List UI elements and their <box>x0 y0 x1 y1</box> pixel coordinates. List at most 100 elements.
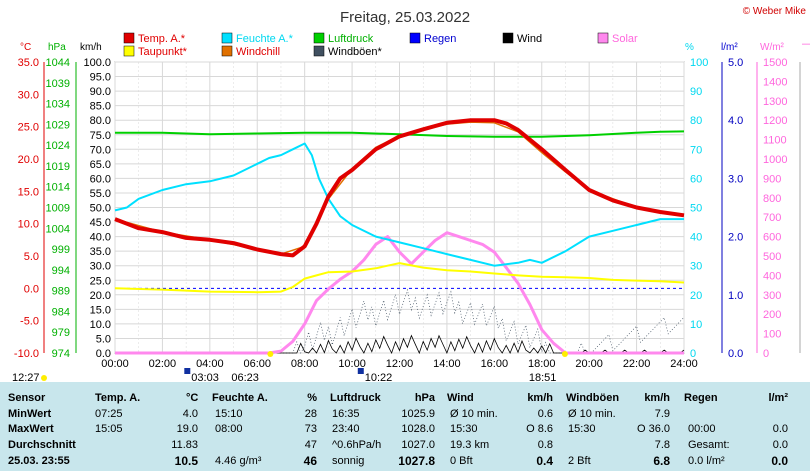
solar-tick-label: 200 <box>763 309 781 321</box>
row-label: MinWert <box>8 408 52 420</box>
temp-time: 07:25 <box>95 408 123 420</box>
hpa-tick-label: 974 <box>52 348 70 360</box>
humidity-line <box>114 142 684 267</box>
solar-tick-label: 400 <box>763 270 781 282</box>
rain-value: 0.0 <box>771 454 788 468</box>
x-tick-label: 22:00 <box>623 358 651 370</box>
wind-value: 0.4 <box>536 454 553 468</box>
hpa-tick-label: 1004 <box>46 223 70 235</box>
kmh-tick-label: 85.0 <box>90 101 111 113</box>
solar-tick-label: 1000 <box>763 154 787 166</box>
pct-tick-label: 100 <box>690 57 708 69</box>
hum-value: 47 <box>304 439 317 451</box>
wind-value: O 8.6 <box>526 423 553 435</box>
header-hum-unit-hdr: % <box>307 392 317 404</box>
temp-value: 10.5 <box>174 454 198 468</box>
header-rain-hdr: Regen <box>684 392 718 404</box>
x-tick-label: 10:00 <box>338 358 366 370</box>
solar-tick-label: 1300 <box>763 96 787 108</box>
kmh-tick-label: 60.0 <box>90 173 111 185</box>
hpa-tick-label: 1039 <box>46 78 70 90</box>
kmh-tick-label: 15.0 <box>90 304 111 316</box>
x-tick-label: 14:00 <box>433 358 461 370</box>
press-value: 1027.8 <box>398 454 435 468</box>
pct-tick-label: 0 <box>690 348 696 360</box>
solar-tick-label: 600 <box>763 232 781 244</box>
wind-value: 0.8 <box>537 439 553 451</box>
temp-tick-label: 10.0 <box>18 219 39 231</box>
gust-label: 15:30 <box>568 423 596 435</box>
wind-label: 19.3 km <box>450 439 490 451</box>
temp-unit: °C <box>20 42 31 53</box>
legend-swatch-wind <box>502 32 514 44</box>
legend-swatch-pressure <box>313 32 325 44</box>
hpa-tick-label: 984 <box>52 306 70 318</box>
x-tick-label: 08:00 <box>291 358 319 370</box>
pct-tick-label: 80 <box>690 115 702 127</box>
moonset-icon <box>184 368 191 374</box>
moonrise-time: 10:22 <box>365 372 393 382</box>
kmh-tick-label: 70.0 <box>90 144 111 156</box>
hpa-tick-label: 1044 <box>46 57 70 69</box>
solar-tick-label: 1100 <box>763 135 787 147</box>
pct-tick-label: 10 <box>690 319 702 331</box>
wind-value: 0.6 <box>537 408 553 420</box>
press-time: 16:35 <box>332 408 360 420</box>
header-wind-unit-hdr: km/h <box>527 392 553 404</box>
hum-value: 28 <box>304 408 317 420</box>
rain-tick-label: 4.0 <box>728 115 743 127</box>
temp-tick-label: -5.0 <box>20 316 39 328</box>
header-rain-unit-hdr: l/m² <box>768 392 788 404</box>
pct-tick-label: 60 <box>690 173 702 185</box>
kmh-tick-label: 75.0 <box>90 130 111 142</box>
gust-value: 7.9 <box>654 408 670 420</box>
hum-value: 46 <box>303 454 317 468</box>
kmh-tick-label: 0.0 <box>96 348 111 360</box>
x-tick-label: 24:00 <box>670 358 698 370</box>
legend-swatch-rain <box>409 32 421 44</box>
temp-tick-label: 20.0 <box>18 154 39 166</box>
kmh-tick-label: 40.0 <box>90 232 111 244</box>
stats-table: Sensor Temp. A. °C Feuchte A.% Luftdruck hPa W… <box>0 382 810 471</box>
x-tick-label: 18:00 <box>528 358 556 370</box>
press-time: ^0.6hPa/h <box>332 439 382 451</box>
moonset-time: 03:03 <box>191 372 219 382</box>
dewpoint-line <box>114 262 685 294</box>
row-label: 25.03. 23:55 <box>8 455 70 467</box>
solar-tick-label: 900 <box>763 173 781 185</box>
row-label: Durchschnitt <box>8 439 76 451</box>
legend-swatch-hum <box>221 32 233 44</box>
legend-dew: Taupunkt* <box>138 46 188 58</box>
grid <box>114 61 685 354</box>
legend-windchill: Windchill <box>236 46 280 58</box>
solar-tick-label: 300 <box>763 290 781 302</box>
rain-label: Gesamt: <box>688 439 730 451</box>
header-gust-unit-hdr: km/h <box>644 392 670 404</box>
sunrise-icon <box>267 351 274 357</box>
header-sensor: Sensor <box>8 392 46 404</box>
sunrise-time: 06:23 <box>231 372 259 382</box>
hum-time: 08:00 <box>215 423 243 435</box>
pct-tick-label: 90 <box>690 86 702 98</box>
temp-tick-label: 5.0 <box>24 251 39 263</box>
press-value: 1028.0 <box>401 423 435 435</box>
axis-units: °C hPa km/h % l/m² W/m² <box>20 42 785 53</box>
temp-value: 11.83 <box>171 439 198 451</box>
temp-tick-label: 25.0 <box>18 122 39 134</box>
solar-unit: W/m² <box>760 42 785 53</box>
solar-tick-label: 1400 <box>763 76 787 88</box>
rain-value: 0.0 <box>772 439 788 451</box>
kmh-tick-label: 65.0 <box>90 159 111 171</box>
credit-link[interactable]: © Weber Mike <box>743 6 807 17</box>
legend-swatch-windchill <box>221 45 233 57</box>
legend-wind: Wind <box>517 33 542 45</box>
kmh-tick-label: 95.0 <box>90 72 111 84</box>
solar-tick-label: 700 <box>763 212 781 224</box>
right-edge-glyph: — <box>802 38 810 50</box>
header-temp-unit-hdr: °C <box>186 392 199 404</box>
solar-tick-label: 1200 <box>763 115 787 127</box>
x-tick-label: 04:00 <box>196 358 224 370</box>
temp-tick-label: -10.0 <box>14 348 39 360</box>
temp-tick-label: 35.0 <box>18 57 39 69</box>
hpa-tick-label: 1029 <box>46 119 70 131</box>
